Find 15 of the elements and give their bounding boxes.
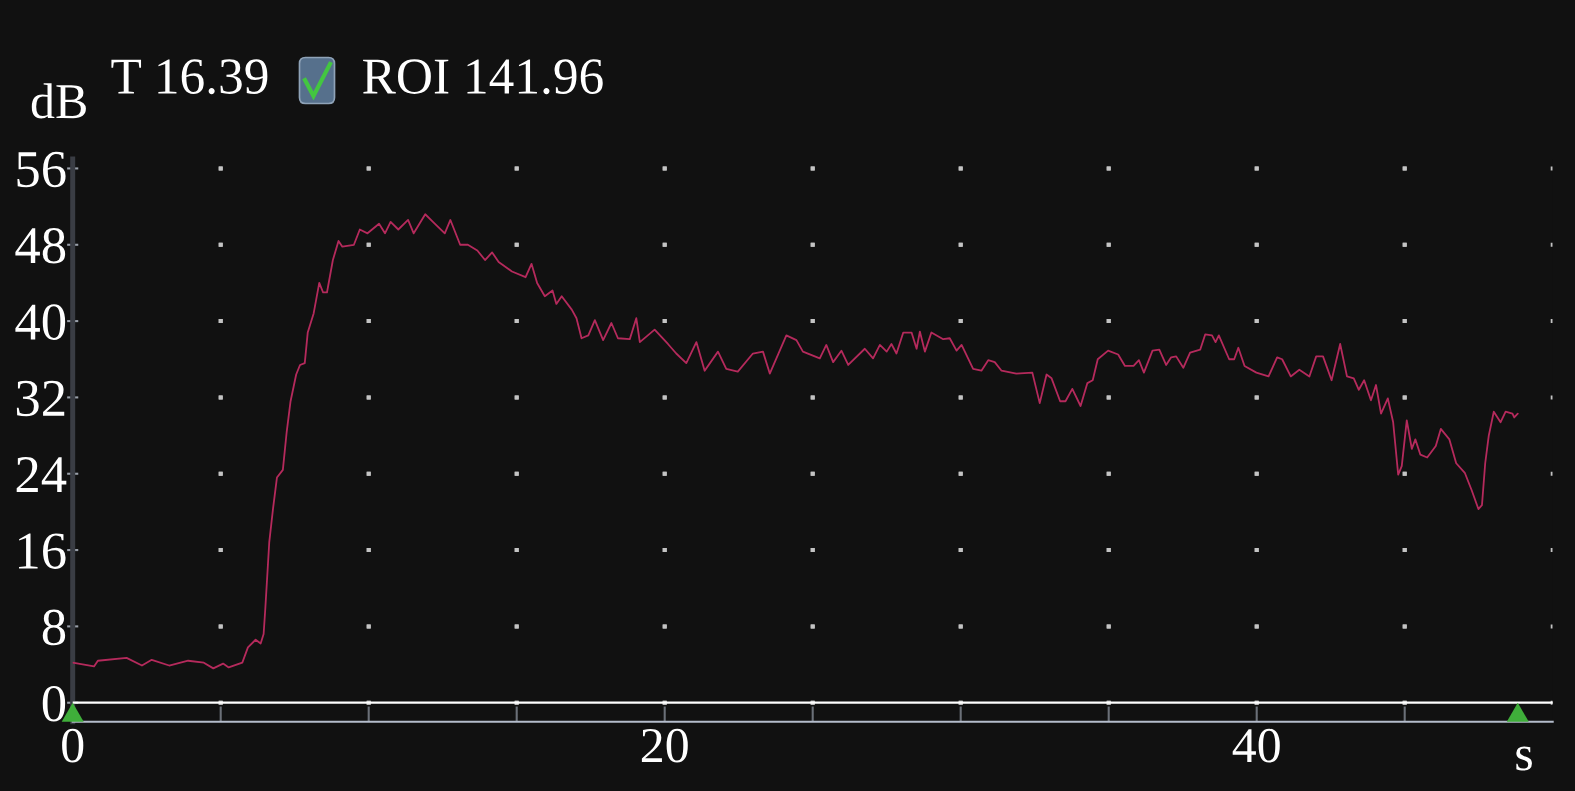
y-tick-label: 48 bbox=[15, 227, 66, 264]
line-series bbox=[72, 213, 1519, 670]
x-axis-title: s bbox=[1516, 746, 1532, 771]
y-tick-label: 56 bbox=[17, 151, 66, 188]
y-tick-label: 40 bbox=[15, 304, 66, 340]
y-tick-label: 8 bbox=[42, 609, 66, 646]
y-axis-title: dB bbox=[31, 83, 86, 119]
y-tick-label: 16 bbox=[19, 533, 66, 569]
x-tick-label: 40 bbox=[1232, 728, 1280, 763]
y-tick-label: 32 bbox=[16, 380, 65, 417]
x-tick-label: 20 bbox=[641, 728, 688, 763]
text: ROI 141.96 bbox=[363, 59, 603, 95]
y-tick-label: 24 bbox=[16, 457, 67, 493]
y-tick-label: 0 bbox=[42, 685, 66, 722]
text: T 16.39 bbox=[111, 59, 268, 95]
